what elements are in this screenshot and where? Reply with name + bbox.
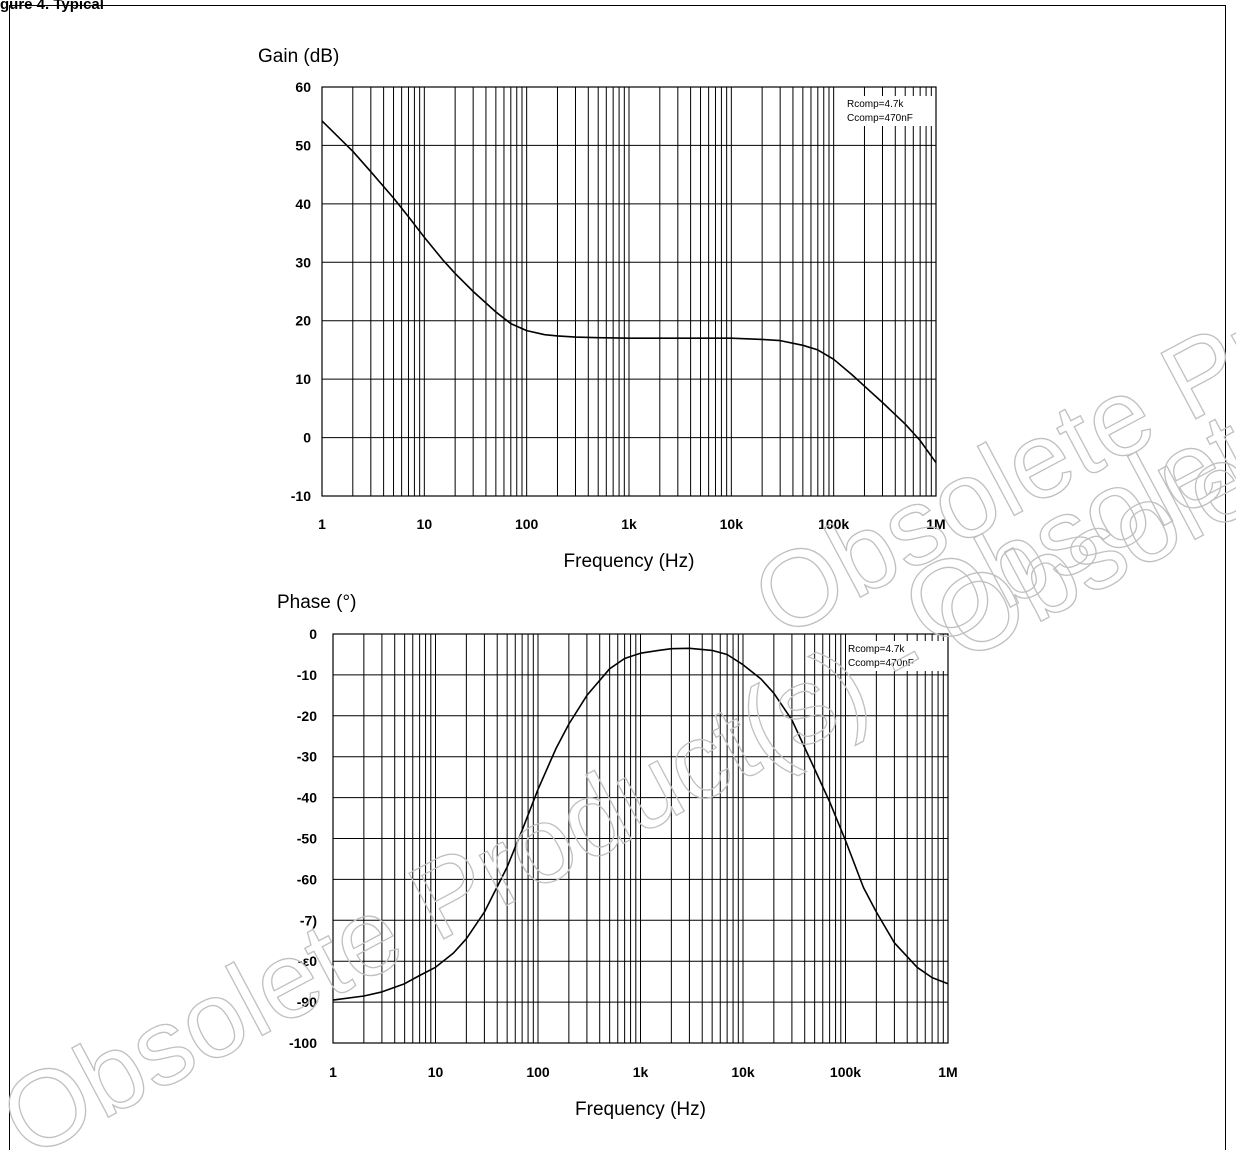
- gain-y-axis-title: Gain (dB): [258, 46, 339, 67]
- x-tick-label: 100: [526, 1064, 550, 1080]
- series-line: [321, 120, 937, 464]
- gain-annotation-ccomp: Ccomp=470nF: [847, 113, 913, 124]
- x-tick-label: 10: [428, 1064, 444, 1080]
- x-tick-label: 10: [417, 516, 433, 532]
- y-tick-label: -90: [297, 994, 317, 1010]
- y-tick-label: -10: [297, 667, 317, 683]
- figure-heading: gure 4. Typical: [0, 0, 104, 13]
- y-tick-label: 50: [295, 137, 311, 153]
- y-tick-label: 30: [295, 254, 311, 270]
- y-tick-label: 60: [295, 79, 311, 95]
- x-tick-label: 1: [318, 516, 326, 532]
- x-tick-label: 1M: [926, 516, 945, 532]
- y-tick-label: -30: [297, 749, 317, 765]
- x-tick-label: 1k: [621, 516, 637, 532]
- phase-grid: [332, 633, 948, 1044]
- x-tick-label: 100k: [830, 1064, 861, 1080]
- x-tick-label: 1k: [633, 1064, 649, 1080]
- x-tick-label: 10k: [731, 1064, 755, 1080]
- gain-x-axis-title: Frequency (Hz): [564, 551, 695, 572]
- y-tick-label: -10: [291, 488, 311, 504]
- phase-plot-frame: [332, 633, 949, 1044]
- x-tick-label: 100k: [818, 516, 849, 532]
- phase-annotation-rcomp: Rcomp=4.7k: [848, 644, 905, 655]
- y-tick-label: 0: [303, 430, 311, 446]
- y-tick-label: -40: [297, 790, 317, 806]
- phase-y-axis-title: Phase (°): [277, 592, 356, 613]
- gain-series: [321, 120, 937, 464]
- y-tick-label: -7): [300, 912, 317, 928]
- y-tick-label: -60: [297, 871, 317, 887]
- gain-annotation-box: [845, 96, 934, 126]
- phase-x-axis-title: Frequency (Hz): [575, 1099, 706, 1120]
- y-tick-label: -100: [289, 1035, 317, 1051]
- gain-grid: [321, 86, 936, 497]
- y-tick-label: 40: [295, 196, 311, 212]
- x-tick-label: 1: [329, 1064, 337, 1080]
- y-tick-label: -20: [297, 708, 317, 724]
- y-tick-label: 10: [295, 371, 311, 387]
- phase-annotation-ccomp: Ccomp=470nF: [848, 658, 914, 669]
- x-tick-label: 10k: [720, 516, 744, 532]
- phase-series: [332, 647, 949, 1001]
- gain-plot-frame: [321, 86, 937, 497]
- y-tick-label: 20: [295, 313, 311, 329]
- phase-tick-labels: 1 10 100 1k 10k 100k 1M 0 -10 -20 -30 -40 -50 -60 -7) -…: [289, 626, 958, 1080]
- phase-annotation-box: [846, 641, 946, 671]
- x-tick-label: 100: [515, 516, 539, 532]
- y-tick-label: -50: [297, 831, 317, 847]
- y-tick-label: -ε0: [298, 953, 317, 969]
- x-tick-label: 1M: [938, 1064, 957, 1080]
- page-frame: [9, 5, 1226, 1150]
- y-tick-label: 0: [309, 626, 317, 642]
- gain-annotation-rcomp: Rcomp=4.7k: [847, 99, 904, 110]
- series-line: [332, 647, 949, 1001]
